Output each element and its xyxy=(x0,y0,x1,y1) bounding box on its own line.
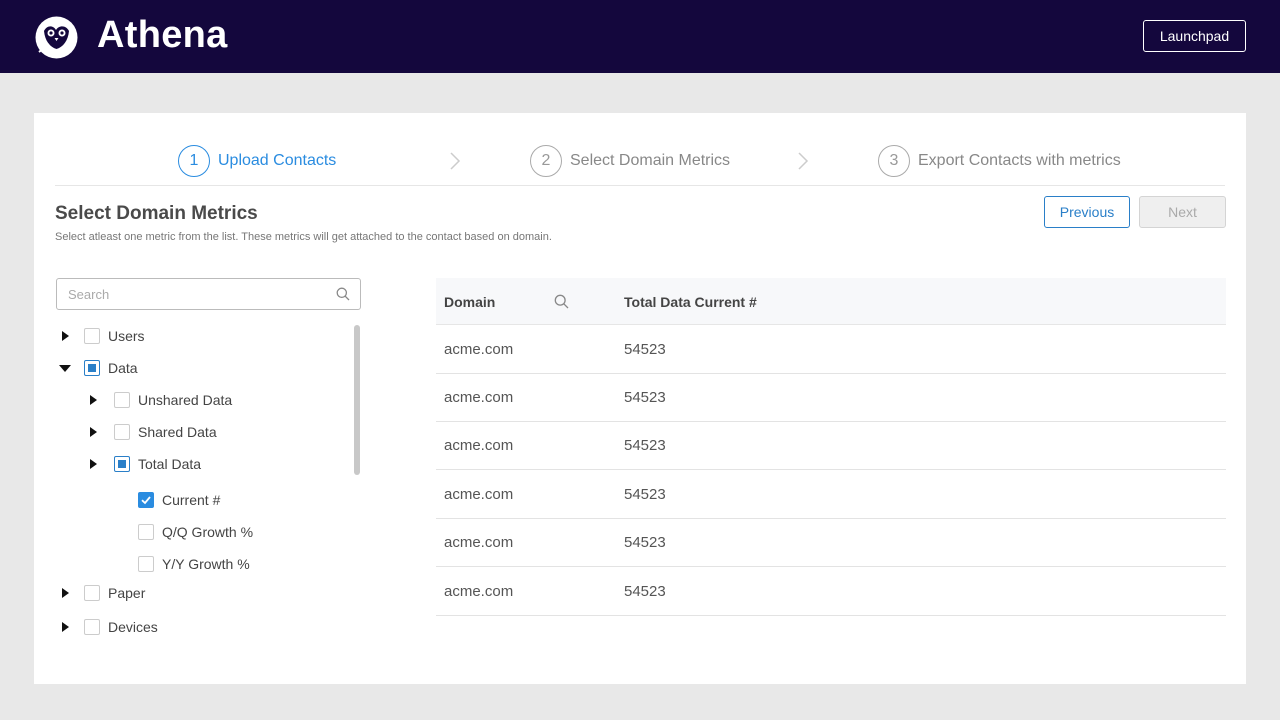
domain-cell: acme.com xyxy=(444,437,514,454)
value-cell: 54523 xyxy=(624,534,666,551)
step-label: Select Domain Metrics xyxy=(570,152,731,169)
table-row: acme.com 54523 xyxy=(436,568,1226,616)
tree-item-label: Data xyxy=(108,360,138,376)
tree-item-unshared-data[interactable]: Unshared Data xyxy=(87,390,232,410)
domain-cell: acme.com xyxy=(444,341,514,358)
search-icon[interactable] xyxy=(554,294,569,309)
next-button[interactable]: Next xyxy=(1139,196,1226,228)
metric-search xyxy=(56,278,361,310)
tree-item-total-data[interactable]: Total Data xyxy=(87,454,201,474)
tree-item-devices[interactable]: Devices xyxy=(59,617,158,637)
caret-right-icon[interactable] xyxy=(87,458,99,470)
top-bar: Athena Launchpad xyxy=(0,0,1280,73)
value-cell: 54523 xyxy=(624,389,666,406)
table-row: acme.com 54523 xyxy=(436,471,1226,519)
tree-item-label: Shared Data xyxy=(138,424,217,440)
tree-item-label: Devices xyxy=(108,619,158,635)
tree-item-current[interactable]: Current # xyxy=(138,490,220,510)
checkbox[interactable] xyxy=(138,524,154,540)
wizard-card: 1 Upload Contacts 2 Select Domain Metric… xyxy=(34,113,1246,684)
checkbox[interactable] xyxy=(84,585,100,601)
owl-logo-icon xyxy=(35,16,78,59)
checkbox[interactable] xyxy=(84,619,100,635)
search-input[interactable] xyxy=(57,279,327,309)
tree-item-label: Paper xyxy=(108,585,146,601)
chevron-right-icon xyxy=(450,152,461,170)
domain-cell: acme.com xyxy=(444,583,514,600)
table-row: acme.com 54523 xyxy=(436,519,1226,567)
column-header-domain[interactable]: Domain xyxy=(444,294,496,310)
step-upload-contacts[interactable]: 1 Upload Contacts xyxy=(178,145,336,177)
step-number: 1 xyxy=(178,145,210,177)
caret-right-icon[interactable] xyxy=(87,426,99,438)
value-cell: 54523 xyxy=(624,341,666,358)
step-number: 2 xyxy=(530,145,562,177)
checkbox[interactable] xyxy=(114,456,130,472)
tree-item-label: Y/Y Growth % xyxy=(162,556,250,572)
caret-down-icon[interactable] xyxy=(59,362,71,374)
tree-item-label: Unshared Data xyxy=(138,392,233,408)
search-icon[interactable] xyxy=(336,287,350,301)
value-cell: 54523 xyxy=(624,486,666,503)
checkbox[interactable] xyxy=(114,424,130,440)
caret-right-icon[interactable] xyxy=(59,330,71,342)
tree-item-label: Q/Q Growth % xyxy=(162,524,254,540)
launchpad-button[interactable]: Launchpad xyxy=(1143,20,1246,52)
caret-right-icon[interactable] xyxy=(87,394,99,406)
checkbox[interactable] xyxy=(84,360,100,376)
section-title: Select Domain Metrics xyxy=(55,203,258,224)
step-label: Upload Contacts xyxy=(218,152,337,169)
checkbox[interactable] xyxy=(84,328,100,344)
tree-item-users[interactable]: Users xyxy=(59,326,145,346)
checkbox[interactable] xyxy=(114,392,130,408)
divider xyxy=(55,185,1225,186)
tree-item-data[interactable]: Data xyxy=(59,358,138,378)
tree-item-qq-growth[interactable]: Q/Q Growth % xyxy=(138,522,253,542)
previous-button[interactable]: Previous xyxy=(1044,196,1130,228)
tree-item-label: Users xyxy=(108,328,145,344)
checkmark-icon xyxy=(141,496,151,505)
step-export-contacts[interactable]: 3 Export Contacts with metrics xyxy=(878,145,1121,177)
section-subtitle: Select atleast one metric from the list.… xyxy=(55,231,552,243)
checkbox[interactable] xyxy=(138,556,154,572)
app-title: Athena xyxy=(97,14,228,56)
caret-right-icon[interactable] xyxy=(59,587,71,599)
column-header-total-data-current[interactable]: Total Data Current # xyxy=(624,294,757,310)
caret-right-icon[interactable] xyxy=(59,621,71,633)
value-cell: 54523 xyxy=(624,437,666,454)
tree-item-yy-growth[interactable]: Y/Y Growth % xyxy=(138,554,250,574)
tree-scrollbar[interactable] xyxy=(354,325,360,475)
checkbox-checked[interactable] xyxy=(138,492,154,508)
step-number: 3 xyxy=(878,145,910,177)
tree-item-paper[interactable]: Paper xyxy=(59,583,145,603)
table-row: acme.com 54523 xyxy=(436,374,1226,422)
tree-item-label: Total Data xyxy=(138,456,202,472)
table-row: acme.com 54523 xyxy=(436,422,1226,470)
tree-item-label: Current # xyxy=(162,492,221,508)
tree-item-shared-data[interactable]: Shared Data xyxy=(87,422,217,442)
value-cell: 54523 xyxy=(624,583,666,600)
chevron-right-icon xyxy=(798,152,809,170)
domain-cell: acme.com xyxy=(444,389,514,406)
step-label: Export Contacts with metrics xyxy=(918,152,1121,169)
table-header: Domain Total Data Current # xyxy=(436,278,1226,325)
domain-cell: acme.com xyxy=(444,486,514,503)
domain-cell: acme.com xyxy=(444,534,514,551)
step-select-domain-metrics[interactable]: 2 Select Domain Metrics xyxy=(530,145,730,177)
table-row: acme.com 54523 xyxy=(436,326,1226,374)
